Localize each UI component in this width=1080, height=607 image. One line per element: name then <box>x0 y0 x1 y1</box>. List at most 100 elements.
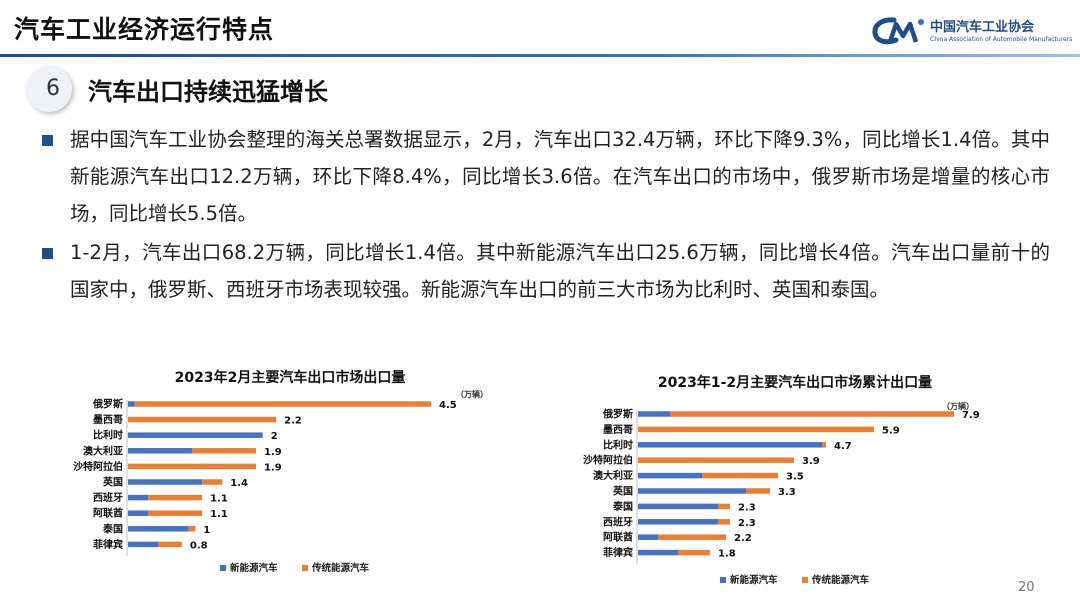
bar-traditional <box>202 479 223 485</box>
bar-new-energy <box>128 526 189 532</box>
header-divider <box>0 54 1080 57</box>
total-value-label: 2.3 <box>738 518 756 529</box>
category-label: 阿联酋 <box>603 531 633 544</box>
total-value-label: 3.9 <box>802 456 820 467</box>
logo-english-name: China Association of Automobile Manufact… <box>930 36 1073 43</box>
category-label: 俄罗斯 <box>92 398 123 411</box>
legend-label: 传统能源汽车 <box>311 562 370 574</box>
chart-jan-feb-export-markets: 2023年1-2月主要汽车出口市场累计出口量 （万辆） 俄罗斯 7.9 墨西哥 5.9 比利… <box>540 370 1010 592</box>
category-label: 菲律宾 <box>603 546 633 559</box>
bar-new-energy <box>638 442 822 448</box>
category-label: 澳大利亚 <box>83 444 123 457</box>
bar-new-energy <box>638 503 718 510</box>
category-label: 澳大利亚 <box>593 469 633 482</box>
total-value-label: 3.5 <box>786 472 804 483</box>
legend-label: 传统能源汽车 <box>811 574 870 586</box>
category-label: 阿联酋 <box>93 507 123 520</box>
total-value-label: 7.9 <box>962 410 980 421</box>
category-label: 菲律宾 <box>93 538 123 551</box>
total-value-label: 5.9 <box>882 425 900 436</box>
bar-traditional <box>718 519 730 525</box>
chart-svg: 2023年1-2月主要汽车出口市场累计出口量 （万辆） 俄罗斯 7.9 墨西哥 5.9 比利… <box>583 374 980 586</box>
chart-svg: 2023年2月主要汽车出口市场出口量 （万辆） 俄罗斯 4.5 墨西哥 2.2 比利时 2 澳大… <box>73 369 488 574</box>
total-value-label: 1 <box>203 525 210 536</box>
category-label: 俄罗斯 <box>602 408 633 421</box>
category-label: 西班牙 <box>93 491 123 504</box>
bar-new-energy <box>128 401 135 407</box>
section-number-badge <box>26 66 72 112</box>
category-label: 英国 <box>102 476 123 489</box>
total-value-label: 0.8 <box>190 540 208 551</box>
slide-header: 汽车工业经济运行特点 中国汽车工业协会 China Association of… <box>0 0 1080 62</box>
legend-swatch-new-energy <box>220 565 226 571</box>
category-label: 英国 <box>612 485 633 498</box>
bar-traditional <box>678 549 710 556</box>
bullet-item: 据中国汽车工业协会整理的海关总署数据显示，2月，汽车出口32.4万辆，环比下降9… <box>40 121 1050 232</box>
bar-new-energy <box>638 472 702 479</box>
bar-traditional <box>128 463 256 470</box>
square-bullet-icon <box>42 135 53 146</box>
bar-traditional <box>191 448 256 454</box>
chart-title: 2023年1-2月主要汽车出口市场累计出口量 <box>658 374 932 391</box>
slide-title: 汽车工业经济运行特点 <box>14 15 275 44</box>
bar-traditional <box>746 488 770 494</box>
bullet-text: 1-2月，汽车出口68.2万辆，同比增长1.4倍。其中新能源汽车出口25.6万辆… <box>70 241 1050 301</box>
bullet-item: 1-2月，汽车出口68.2万辆，同比增长1.4倍。其中新能源汽车出口25.6万辆… <box>40 234 1050 308</box>
bar-new-energy <box>638 519 718 525</box>
bar-traditional <box>702 472 778 479</box>
total-value-label: 1.9 <box>264 462 282 473</box>
square-bullet-icon <box>42 248 53 259</box>
legend-label: 新能源汽车 <box>230 562 278 574</box>
total-value-label: 4.5 <box>439 400 457 411</box>
bar-traditional <box>188 526 196 532</box>
bar-new-energy <box>128 432 263 438</box>
chart-feb-export-markets: 2023年2月主要汽车出口市场出口量 （万辆） 俄罗斯 4.5 墨西哥 2.2 比利时 2 澳大… <box>70 366 510 584</box>
bar-new-energy <box>638 534 658 540</box>
section-title: 汽车出口持续迅猛增长 <box>88 78 328 106</box>
total-value-label: 1.8 <box>718 549 736 560</box>
total-value-label: 2 <box>271 431 278 442</box>
total-value-label: 1.4 <box>230 478 248 489</box>
bar-new-energy <box>128 494 149 501</box>
total-value-label: 1.9 <box>264 447 282 458</box>
logo-chinese-name: 中国汽车工业协会 <box>930 20 1035 35</box>
legend-swatch-traditional <box>302 565 308 571</box>
total-value-label: 2.2 <box>734 533 752 544</box>
bar-traditional <box>670 411 954 417</box>
category-label: 比利时 <box>603 438 633 451</box>
caam-logo: 中国汽车工业协会 China Association of Automobile… <box>872 14 1072 50</box>
category-label: 西班牙 <box>603 515 633 528</box>
bullet-text: 据中国汽车工业协会整理的海关总署数据显示，2月，汽车出口32.4万辆，环比下降9… <box>70 128 1050 225</box>
category-label: 沙特阿拉伯 <box>583 454 633 467</box>
chart-title: 2023年2月主要汽车出口市场出口量 <box>175 369 406 386</box>
total-value-label: 2.3 <box>738 502 756 513</box>
bar-traditional <box>158 541 182 548</box>
bar-traditional <box>718 503 730 510</box>
category-label: 沙特阿拉伯 <box>73 460 123 473</box>
category-label: 墨西哥 <box>603 424 633 436</box>
bar-traditional <box>148 510 203 516</box>
total-value-label: 1.1 <box>210 494 228 505</box>
category-label: 泰国 <box>612 500 633 513</box>
total-value-label: 2.2 <box>284 416 302 427</box>
total-value-label: 3.3 <box>778 487 796 498</box>
category-label: 比利时 <box>93 429 123 442</box>
total-value-label: 4.7 <box>834 441 852 452</box>
bar-new-energy <box>128 448 192 454</box>
bar-traditional <box>638 426 874 433</box>
bar-new-energy <box>638 411 670 417</box>
bar-new-energy <box>128 541 159 548</box>
bar-new-energy <box>638 549 678 556</box>
section-number: 6 <box>46 76 60 101</box>
chart-unit-label: （万辆） <box>456 389 488 399</box>
page-number: 20 <box>1018 580 1035 595</box>
bar-traditional <box>128 416 277 423</box>
bar-traditional <box>134 401 432 407</box>
bar-new-energy <box>638 488 746 494</box>
bar-traditional <box>822 442 826 448</box>
bar-new-energy <box>128 510 149 516</box>
bar-traditional <box>148 494 203 501</box>
category-label: 墨西哥 <box>93 414 123 426</box>
bar-traditional <box>638 457 794 463</box>
chart-unit-label: （万辆） <box>942 401 974 411</box>
